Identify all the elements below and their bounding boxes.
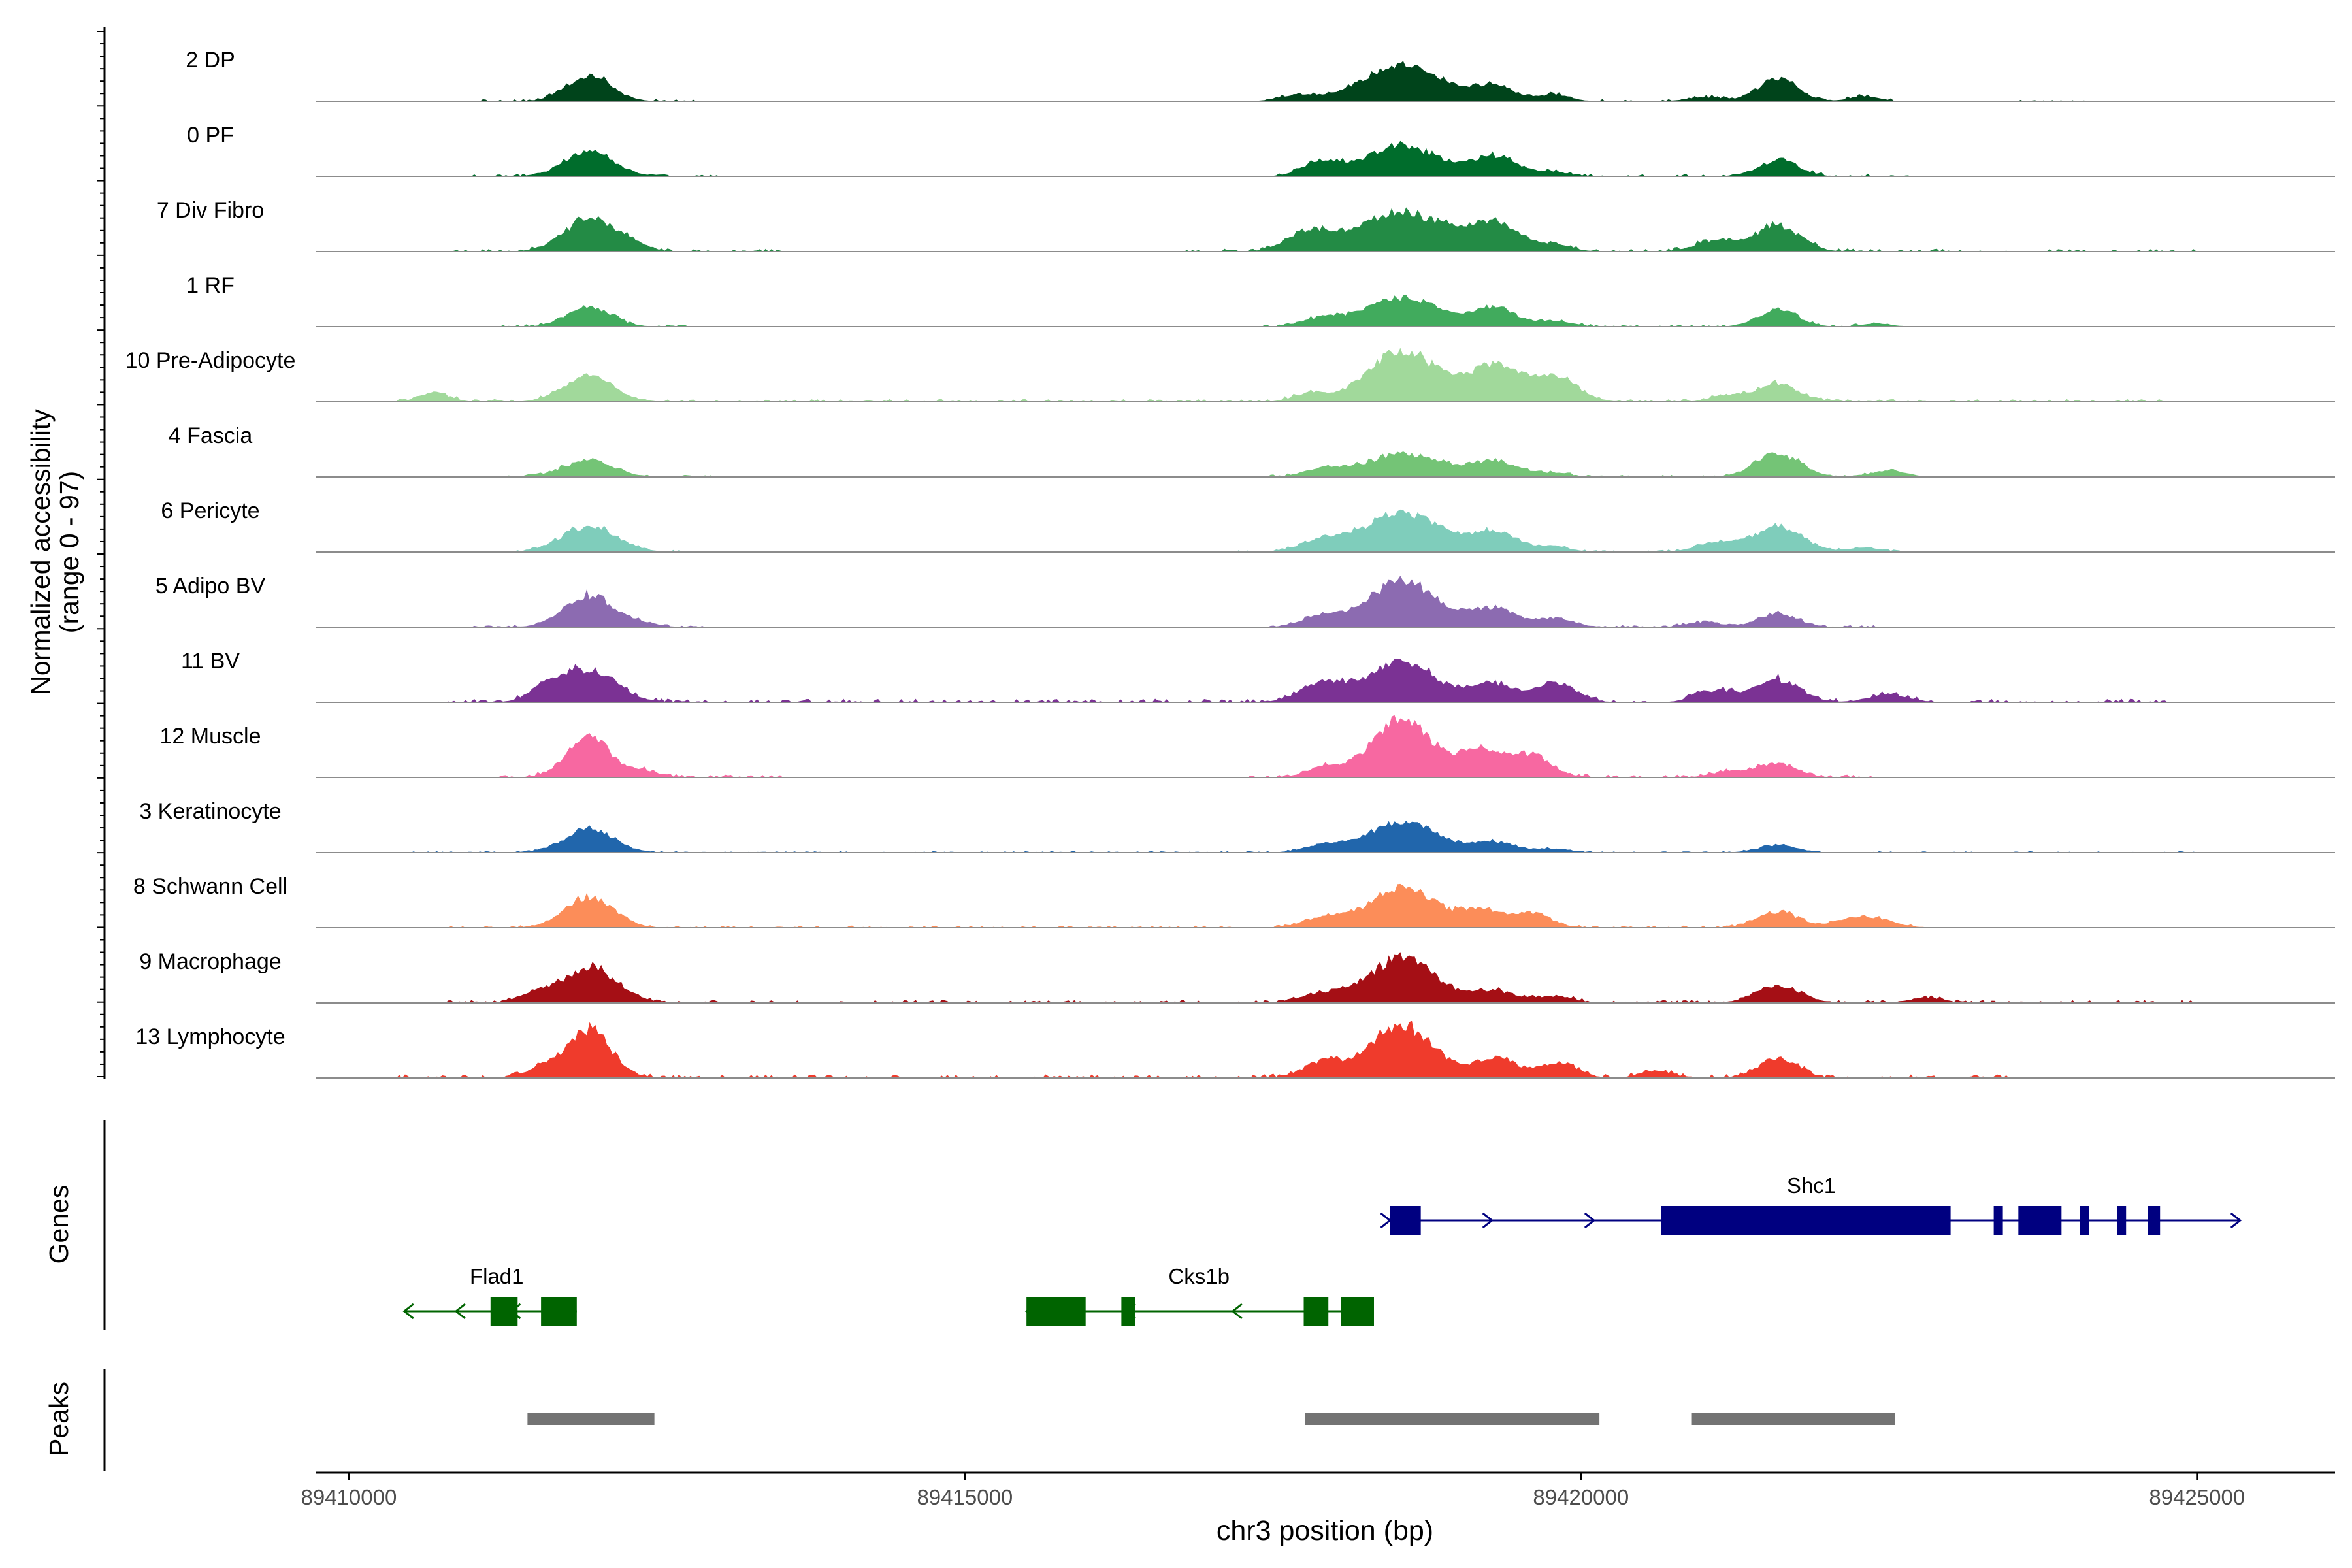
coverage-track-area (316, 348, 2335, 402)
coverage-track-label: 4 Fascia (169, 423, 253, 448)
gene-exon (1121, 1297, 1135, 1326)
gene-strand-arrow-icon (1231, 1303, 1243, 1320)
coverage-track-area (316, 1021, 2335, 1078)
gene-exon (541, 1297, 577, 1326)
gene-exon (1390, 1206, 1421, 1235)
coverage-track-area (316, 952, 2335, 1003)
coverage-track-label: 1 RF (186, 273, 235, 298)
gene-exon (1026, 1297, 1086, 1326)
coverage-track-area (316, 61, 2335, 101)
gene-name-label: Flad1 (470, 1264, 524, 1288)
coverage-track-area (316, 715, 2335, 777)
coverage-track-label: 2 DP (186, 48, 235, 73)
x-axis-tick-label: 89425000 (2149, 1485, 2245, 1509)
gene-strand-arrow-icon (2230, 1212, 2242, 1229)
gene-strand-arrow-icon (454, 1303, 466, 1320)
x-axis-tick-label: 89410000 (301, 1485, 397, 1509)
gene-strand-arrow-icon (1482, 1212, 1494, 1229)
coverage-y-axis-label-line1: Normalized accessibility (25, 409, 56, 695)
peak-region-bar (1691, 1413, 1895, 1425)
coverage-track-area (316, 659, 2335, 702)
coverage-track-area (316, 140, 2335, 176)
coverage-track-label: 11 BV (181, 649, 240, 674)
gene-exon (2148, 1206, 2161, 1235)
coverage-track-area (316, 576, 2335, 627)
gene-exon (1661, 1206, 1951, 1235)
coverage-track-label: 13 Lymphocyte (135, 1024, 285, 1049)
coverage-track-label: 6 Pericyte (161, 498, 259, 523)
coverage-track-area (316, 509, 2335, 552)
gene-name-label: Cks1b (1168, 1264, 1230, 1288)
coverage-track-label: 8 Schwann Cell (133, 874, 287, 899)
gene-exon (1303, 1297, 1329, 1326)
gene-exon (490, 1297, 518, 1326)
gene-exon (1993, 1206, 2003, 1235)
gene-exon (2080, 1206, 2089, 1235)
coverage-track-label: 12 Muscle (160, 724, 261, 749)
coverage-track-label: 9 Macrophage (139, 949, 281, 974)
coverage-track-label: 0 PF (187, 123, 234, 148)
peaks-panel (103, 1369, 1895, 1471)
x-axis: 89410000 89415000 89420000 89425000 (301, 1471, 2335, 1509)
gene-strand-arrow-icon (402, 1303, 414, 1320)
coverage-track-area (316, 821, 2335, 853)
x-axis-tick-label: 89415000 (917, 1485, 1013, 1509)
gene-name-label: Shc1 (1787, 1173, 1836, 1198)
coverage-panel: 2 DP 0 PF 7 Div Fibro 1 RF 10 Pre-Adipocyte 4… (97, 27, 2335, 1079)
genes-y-axis-label: Genes (44, 1185, 74, 1264)
coverage-y-axis-label-line2: (range 0 - 97) (54, 471, 84, 633)
peak-region-bar (1305, 1413, 1600, 1425)
peak-region-bar (527, 1413, 655, 1425)
x-axis-tick-label: 89420000 (1533, 1485, 1629, 1509)
coverage-track-area (316, 883, 2335, 928)
coverage-track-label: 7 Div Fibro (157, 198, 264, 223)
coverage-track-label: 5 Adipo BV (155, 574, 266, 598)
coverage-track-area (316, 294, 2335, 327)
peaks-y-axis-label: Peaks (44, 1382, 74, 1456)
genes-panel: Shc1 Cks1b Flad1 (103, 1120, 2242, 1330)
coverage-track-label: 3 Keratinocyte (139, 799, 281, 824)
gene-exon (1341, 1297, 1374, 1326)
gene-strand-arrow-icon (1584, 1212, 1596, 1229)
coverage-track-area (316, 451, 2335, 477)
coverage-track-label: 10 Pre-Adipocyte (125, 348, 296, 373)
gene-exon (2018, 1206, 2062, 1235)
gene-strand-arrow-icon (1380, 1212, 1392, 1229)
x-axis-label: chr3 position (bp) (1217, 1515, 1433, 1546)
coverage-track-area (316, 207, 2335, 252)
gene-exon (2117, 1206, 2127, 1235)
